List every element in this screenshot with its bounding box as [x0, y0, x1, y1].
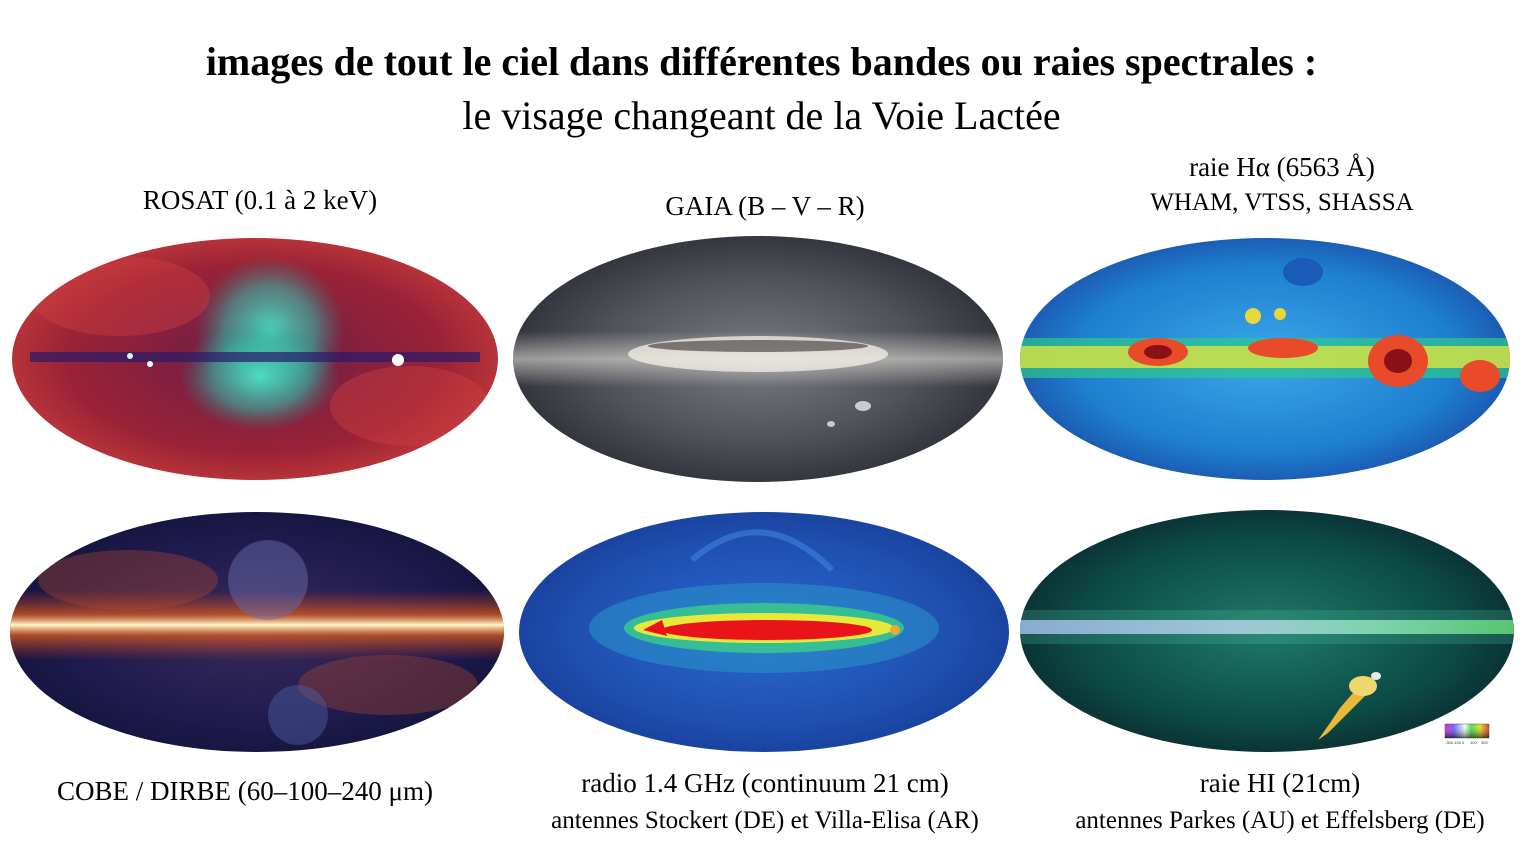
- colorbar-tick: 0: [1462, 740, 1465, 745]
- colorbar-tick: -300: [1445, 740, 1454, 745]
- halpha-caption-sources: WHAM, VTSS, SHASSA: [1150, 189, 1414, 216]
- hi-caption: raie HI (21cm): [1199, 768, 1361, 798]
- rosat-xray-allsky-map: [10, 236, 500, 482]
- hi-velocity-colorbar: -300 -100 0 100 300: [1443, 722, 1499, 748]
- cobe-caption: COBE / DIRBE (60–100–240 μm): [57, 776, 433, 806]
- radio-continuum-allsky-map: [517, 510, 1011, 754]
- cobe-dirbe-infrared-allsky-map: [8, 510, 506, 754]
- page-title: images de tout le ciel dans différentes …: [205, 39, 1318, 84]
- colorbar-tick: 300: [1481, 740, 1488, 745]
- colorbar-tick: -100: [1453, 740, 1462, 745]
- hi-caption-sources: antennes Parkes (AU) et Effelsberg (DE): [1075, 807, 1485, 834]
- radio-caption-sources: antennes Stockert (DE) et Villa-Elisa (A…: [551, 807, 979, 834]
- gaia-caption: GAIA (B – V – R): [665, 191, 865, 221]
- radio-caption: radio 1.4 GHz (continuum 21 cm): [581, 768, 949, 798]
- halpha-allsky-map: [1018, 236, 1512, 482]
- page-subtitle: le visage changeant de la Voie Lactée: [462, 93, 1061, 138]
- rosat-caption: ROSAT (0.1 à 2 keV): [142, 185, 378, 215]
- colorbar-tick: 100: [1470, 740, 1477, 745]
- gaia-optical-allsky-map: [513, 236, 1003, 482]
- hi-21cm-allsky-map: [1018, 508, 1516, 754]
- halpha-caption: raie Hα (6563 Å): [1189, 152, 1375, 182]
